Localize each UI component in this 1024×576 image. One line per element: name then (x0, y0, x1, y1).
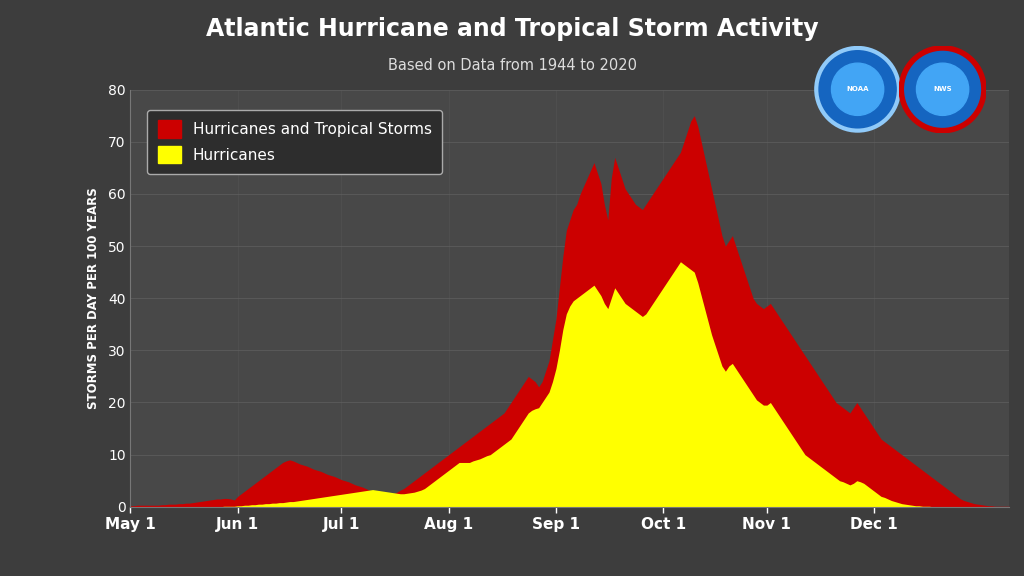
Circle shape (916, 63, 969, 115)
Circle shape (831, 63, 884, 115)
Legend: Hurricanes and Tropical Storms, Hurricanes: Hurricanes and Tropical Storms, Hurrican… (146, 110, 442, 174)
Circle shape (818, 50, 897, 128)
Y-axis label: STORMS PER DAY PER 100 YEARS: STORMS PER DAY PER 100 YEARS (87, 187, 99, 409)
Circle shape (903, 50, 982, 128)
Text: NWS: NWS (933, 86, 952, 92)
Text: Atlantic Hurricane and Tropical Storm Activity: Atlantic Hurricane and Tropical Storm Ac… (206, 17, 818, 41)
Text: NOAA: NOAA (847, 86, 868, 92)
Text: Based on Data from 1944 to 2020: Based on Data from 1944 to 2020 (387, 58, 637, 73)
